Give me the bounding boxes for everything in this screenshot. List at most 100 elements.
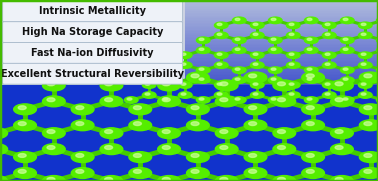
Bar <box>185 24 378 26</box>
Circle shape <box>277 146 285 150</box>
Bar <box>185 20 378 21</box>
Circle shape <box>306 74 314 78</box>
Bar <box>185 26 378 27</box>
Circle shape <box>273 80 296 91</box>
Circle shape <box>18 169 26 173</box>
Circle shape <box>220 82 228 86</box>
Circle shape <box>289 83 294 85</box>
Circle shape <box>273 128 296 139</box>
Circle shape <box>335 98 343 102</box>
Bar <box>185 7 378 9</box>
Circle shape <box>376 37 378 43</box>
Circle shape <box>105 177 113 181</box>
Circle shape <box>361 53 366 55</box>
Circle shape <box>129 152 152 163</box>
Circle shape <box>335 177 343 181</box>
Bar <box>185 77 378 78</box>
Circle shape <box>178 92 192 98</box>
Bar <box>0 68 185 72</box>
Circle shape <box>249 153 257 157</box>
Bar <box>185 4 378 6</box>
Bar <box>185 13 378 14</box>
Circle shape <box>100 128 123 139</box>
Circle shape <box>214 32 228 39</box>
Bar <box>185 16 378 17</box>
Circle shape <box>235 18 240 20</box>
Circle shape <box>181 93 186 95</box>
Circle shape <box>129 72 152 83</box>
Bar <box>185 17 378 18</box>
Circle shape <box>0 128 8 139</box>
Circle shape <box>105 130 113 134</box>
Circle shape <box>343 98 348 100</box>
Circle shape <box>307 18 312 20</box>
Bar <box>185 64 378 65</box>
Circle shape <box>251 82 264 88</box>
Circle shape <box>249 169 257 173</box>
Circle shape <box>341 37 354 43</box>
Bar <box>0 81 185 85</box>
Bar <box>185 34 378 35</box>
Circle shape <box>162 146 170 150</box>
Bar <box>0 51 185 55</box>
Circle shape <box>244 104 267 115</box>
Circle shape <box>178 62 192 68</box>
Circle shape <box>287 22 300 29</box>
Circle shape <box>277 98 285 102</box>
Circle shape <box>325 63 330 65</box>
Circle shape <box>191 169 199 173</box>
Bar <box>185 75 378 77</box>
Bar <box>0 0 185 85</box>
Circle shape <box>143 82 156 88</box>
Bar <box>185 47 378 48</box>
Circle shape <box>289 23 294 26</box>
Circle shape <box>235 68 240 70</box>
Circle shape <box>307 68 312 70</box>
Circle shape <box>71 152 94 163</box>
Bar <box>185 79 378 81</box>
Circle shape <box>199 38 204 40</box>
Circle shape <box>376 47 378 54</box>
Circle shape <box>287 52 300 58</box>
Bar <box>185 68 378 70</box>
Circle shape <box>341 67 354 73</box>
Bar <box>185 27 378 28</box>
Bar <box>185 57 378 58</box>
Bar <box>0 34 185 38</box>
Circle shape <box>359 104 378 115</box>
Circle shape <box>143 92 156 98</box>
Circle shape <box>268 67 282 73</box>
Circle shape <box>160 67 174 73</box>
Circle shape <box>76 74 84 78</box>
Circle shape <box>249 106 257 110</box>
Circle shape <box>304 37 318 43</box>
Bar <box>0 47 185 51</box>
Circle shape <box>358 22 372 29</box>
Bar <box>0 85 378 181</box>
Circle shape <box>322 82 336 88</box>
Circle shape <box>42 176 65 181</box>
Circle shape <box>343 18 348 20</box>
Circle shape <box>215 80 238 91</box>
Circle shape <box>186 152 209 163</box>
Circle shape <box>100 96 123 107</box>
Circle shape <box>325 93 330 95</box>
Bar <box>185 67 378 68</box>
Circle shape <box>191 74 199 78</box>
Circle shape <box>14 152 36 163</box>
Circle shape <box>268 77 282 83</box>
Circle shape <box>289 93 294 95</box>
Circle shape <box>361 23 366 26</box>
Circle shape <box>364 106 372 110</box>
Text: Excellent Structural Reversibility: Excellent Structural Reversibility <box>1 69 184 79</box>
Circle shape <box>191 153 199 157</box>
Circle shape <box>14 120 36 131</box>
Circle shape <box>217 23 222 26</box>
Circle shape <box>133 106 141 110</box>
Circle shape <box>162 130 170 134</box>
Circle shape <box>124 97 138 103</box>
Bar <box>185 35 378 37</box>
Circle shape <box>376 77 378 83</box>
Circle shape <box>341 97 354 103</box>
FancyBboxPatch shape <box>3 22 183 43</box>
